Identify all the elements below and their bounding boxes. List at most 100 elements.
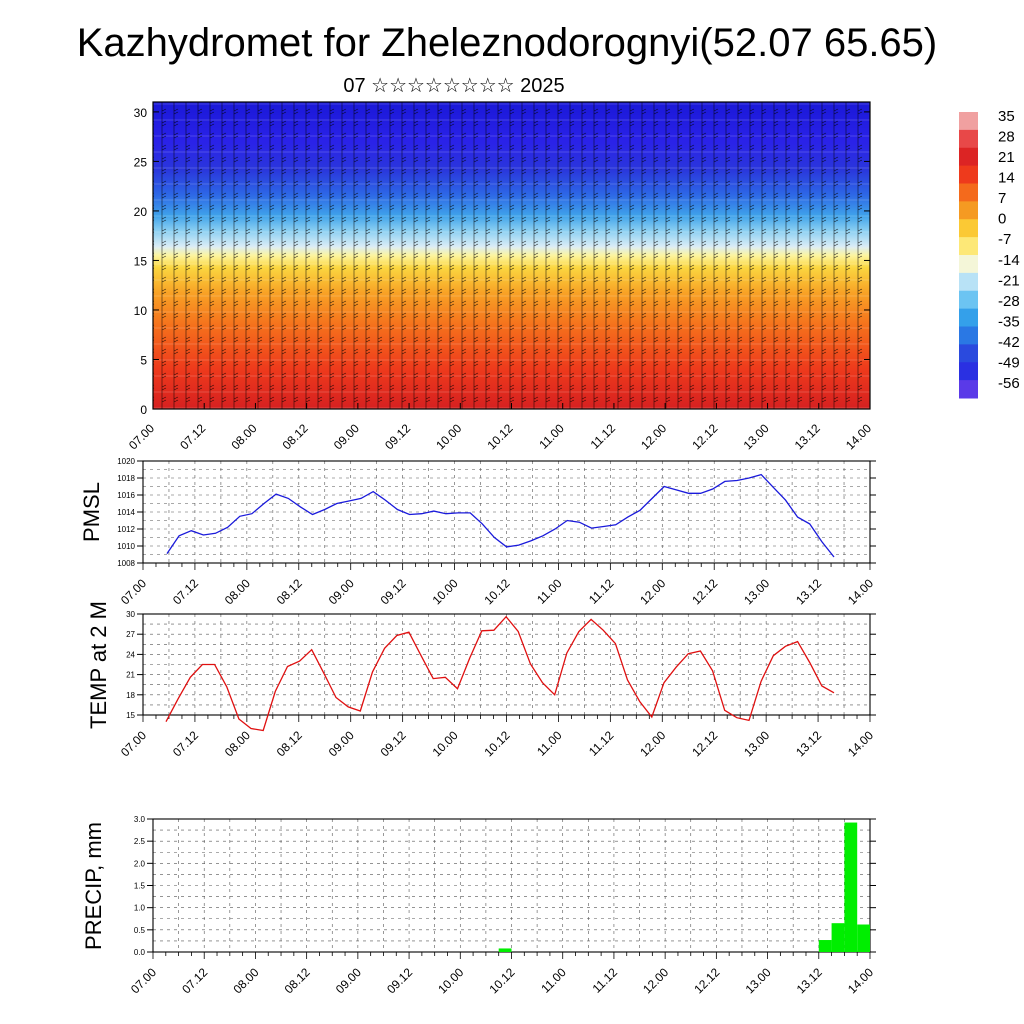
temp-x-tick-label: 12.00	[637, 728, 668, 759]
chart-subtitle: 07 ☆☆☆☆☆☆☆☆ 2025	[343, 75, 564, 97]
colorbar-swatch	[959, 255, 978, 274]
colorbar-swatch	[959, 237, 978, 256]
precip-x-tick-label: 08.00	[230, 965, 261, 996]
pmsl-x-tick-label: 10.00	[430, 576, 461, 607]
temp-x-tick-label: 10.00	[430, 728, 461, 759]
pmsl-x-tick-label: 07.00	[118, 576, 149, 607]
precip-panel: 0.0 0.5 1.0 1.5 2.0 2.5 3.0 07.00 07.12 08.00 08.1…	[128, 815, 876, 996]
pmsl-x-tick-label: 12.12	[689, 576, 720, 607]
precip-x-tick-label: 11.12	[590, 965, 621, 996]
heat-x-tick-label: 11.12	[588, 421, 619, 452]
colorbar-label: -28	[998, 293, 1020, 310]
heat-x-tick-label: 07.00	[126, 421, 157, 452]
heat-x-tick-label: 12.00	[638, 421, 669, 452]
colorbar-swatch	[959, 344, 978, 363]
colorbar-label: -35	[998, 313, 1020, 330]
pmsl-x-tick-label: 07.12	[170, 576, 201, 607]
heat-x-tick-label: 10.12	[484, 421, 515, 452]
pmsl-x-tick-label: 13.00	[741, 576, 772, 607]
colorbar-swatch	[959, 165, 978, 184]
heat-x-tick-label: 09.00	[331, 421, 362, 452]
pmsl-y-tick-label: 1020	[117, 457, 135, 466]
colorbar-label: 21	[998, 149, 1015, 166]
precip-y-tick-label: 1.0	[134, 904, 146, 913]
precip-y-tick-label: 0.0	[134, 948, 146, 957]
precip-axis-label: PRECIP, mm	[81, 822, 106, 950]
heat-y-tick-label: 15	[134, 254, 148, 268]
heat-x-tick-label: 08.12	[280, 421, 311, 452]
colorbar-swatch	[959, 326, 978, 345]
colorbar-label: -56	[998, 375, 1020, 392]
precip-bar	[844, 822, 858, 952]
pmsl-series-line	[166, 473, 835, 558]
precip-bar	[818, 940, 832, 952]
temp-x-tick-label: 07.00	[118, 728, 149, 759]
pmsl-x-tick-label: 08.00	[222, 576, 253, 607]
pmsl-x-tick-label: 12.00	[637, 576, 668, 607]
colorbar-label: -21	[998, 272, 1020, 289]
precip-y-tick-label: 1.5	[134, 882, 146, 891]
precip-bar	[857, 924, 870, 952]
colorbar-label: -42	[998, 334, 1020, 351]
heat-y-tick-label: 5	[140, 353, 147, 367]
temp-x-tick-label: 14.00	[845, 728, 876, 759]
pmsl-x-tick-label: 08.12	[274, 576, 305, 607]
temp-x-tick-label: 11.12	[586, 728, 617, 759]
heatmap-wind-barbs	[153, 102, 870, 409]
precip-y-tick-label: 3.0	[134, 815, 146, 824]
colorbar-swatch	[959, 147, 978, 167]
pmsl-y-tick-label: 1018	[117, 474, 135, 483]
temp-x-tick-label: 13.12	[793, 728, 824, 759]
colorbar-label: 35	[998, 108, 1015, 125]
temp-x-tick-label: 08.12	[274, 728, 305, 759]
colorbar-label: 14	[998, 170, 1015, 187]
precip-x-tick-label: 08.12	[282, 965, 313, 996]
cross-section-panel: 0 5 10 15 20 25 30 07.00 07.12 08.00 08.12 09.00 09.…	[126, 101, 874, 452]
pmsl-x-tick-label: 11.00	[534, 576, 565, 607]
pmsl-x-tick-label: 14.00	[845, 576, 876, 607]
temp-x-tick-label: 09.00	[326, 728, 357, 759]
pmsl-y-tick-label: 1014	[117, 508, 135, 517]
heat-x-tick-label: 07.12	[177, 421, 208, 452]
precip-x-tick-label: 09.12	[384, 965, 415, 996]
heat-x-tick-label: 13.00	[741, 421, 772, 452]
temp-x-tick-label: 08.00	[222, 728, 253, 759]
chart-title: Kazhydromet for Zheleznodorognyi(52.07 6…	[77, 21, 938, 65]
precip-x-tick-label: 12.00	[640, 965, 671, 996]
temp-panel: 15 18 21 24 27 30 07.00 07.12 08.00 08.12 09.00 09.…	[118, 610, 876, 759]
temp-y-tick-label: 21	[126, 671, 135, 680]
precip-x-tick-label: 14.00	[845, 965, 876, 996]
pmsl-x-tick-label: 09.12	[378, 576, 409, 607]
temp-y-tick-label: 30	[126, 610, 135, 619]
heat-x-tick-label: 08.00	[228, 421, 259, 452]
pmsl-y-tick-label: 1012	[117, 525, 135, 534]
precip-x-tick-label: 07.00	[128, 965, 159, 996]
temp-x-tick-label: 13.00	[741, 728, 772, 759]
colorbar-label: 0	[998, 211, 1006, 228]
heat-x-tick-label: 09.12	[382, 421, 413, 452]
colorbar-label: -7	[998, 231, 1011, 248]
temp-series-line	[165, 615, 835, 732]
precip-bar	[498, 948, 512, 952]
colorbar-label: -14	[998, 252, 1020, 269]
temp-axis-label: TEMP at 2 M	[86, 601, 111, 729]
temp-x-tick-label: 07.12	[170, 728, 201, 759]
pmsl-x-tick-label: 10.12	[481, 576, 512, 607]
heat-y-tick-label: 25	[134, 155, 148, 169]
temp-y-tick-label: 24	[126, 650, 135, 659]
precip-y-tick-label: 0.5	[134, 926, 146, 935]
precip-bar	[831, 923, 845, 952]
pmsl-axis-label: PMSL	[79, 482, 104, 542]
temp-x-tick-label: 09.12	[378, 728, 409, 759]
temp-x-tick-label: 11.00	[534, 728, 565, 759]
colorbar-swatch	[959, 290, 978, 310]
pmsl-x-tick-label: 09.00	[326, 576, 357, 607]
temp-y-tick-label: 18	[126, 691, 135, 700]
precip-x-tick-label: 10.00	[435, 965, 466, 996]
precip-y-tick-label: 2.0	[134, 859, 146, 868]
heat-y-tick-label: 0	[140, 403, 147, 417]
heat-y-tick-label: 20	[134, 205, 148, 219]
precip-x-tick-label: 10.12	[486, 965, 517, 996]
colorbar-label: 7	[998, 190, 1006, 207]
heat-x-tick-label: 11.00	[536, 421, 567, 452]
